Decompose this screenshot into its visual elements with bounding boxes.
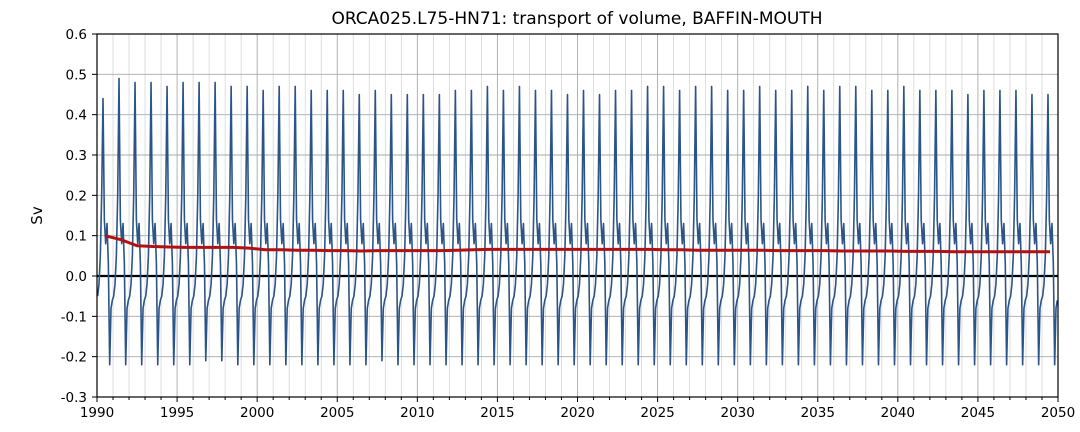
x-tick-label: 2040 [881,405,915,421]
x-tick-label: 2050 [1041,405,1075,421]
y-tick-label: 0.6 [66,27,87,43]
chart-title: ORCA025.L75-HN71: transport of volume, B… [331,9,822,29]
annual-mean-series-layer [104,234,1050,254]
y-tick-label: 0.2 [66,188,87,204]
x-tick-label: 2005 [320,405,354,421]
minor-grid [112,34,1043,397]
y-tick-label: 0.0 [66,269,87,285]
x-tick-label: 2015 [480,405,514,421]
y-tick-label: -0.1 [61,309,87,325]
y-tick-label: 0.1 [66,229,87,245]
monthly-transport-line [96,77,1059,366]
x-tick-label: 1995 [160,405,194,421]
x-tick-label: 1990 [80,405,114,421]
x-tick-label: 2025 [640,405,674,421]
x-tick-label: 2020 [560,405,594,421]
y-tick-label: -0.2 [61,350,87,366]
y-tick-label: 0.5 [66,67,87,83]
x-tick-label: 2000 [240,405,274,421]
x-axis: 1990 1995 2000 2005 2010 2015 2020 2025 2030 2035… [80,397,1075,421]
y-tick-label: 0.3 [66,148,87,164]
y-axis-label: Sv [28,206,46,225]
y-tick-label: 0.4 [66,108,87,124]
x-tick-label: 2035 [801,405,835,421]
monthly-series-layer [96,77,1059,366]
y-axis: -0.3 -0.2 -0.1 0.0 0.1 0.2 0.3 0.4 0.5 0.6 [61,27,97,406]
x-tick-label: 2045 [961,405,995,421]
y-tick-label: -0.3 [61,390,87,406]
x-tick-label: 2030 [720,405,754,421]
x-tick-label: 2010 [400,405,434,421]
annual-mean-line [104,234,1050,254]
